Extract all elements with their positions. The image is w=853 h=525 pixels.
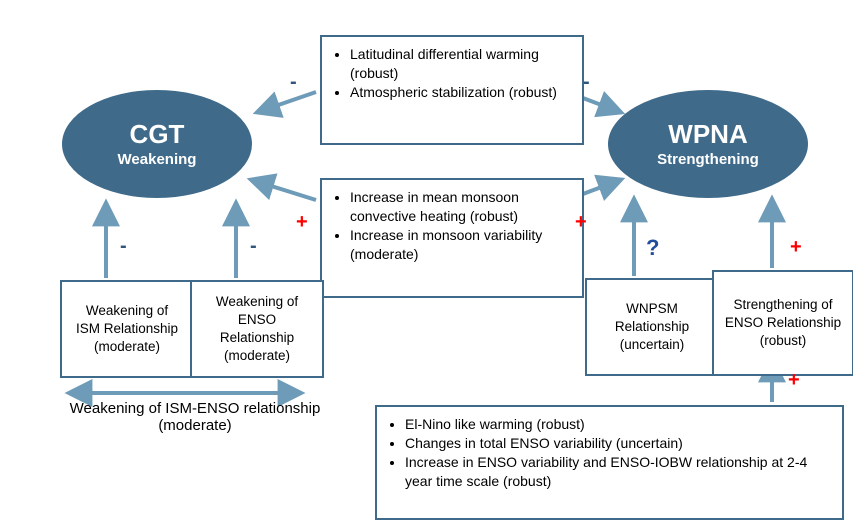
sign-wnpsm-q: ?	[646, 237, 659, 259]
list-item: Latitudinal differential warming (robust…	[350, 45, 572, 83]
box-top-center: Latitudinal differential warming (robust…	[320, 35, 584, 145]
box-mid-center: Increase in mean monsoon convective heat…	[320, 178, 584, 298]
sign-top-right-minus: -	[583, 72, 590, 92]
sign-top-left-minus: -	[290, 72, 297, 92]
sign-mid-right-plus: +	[575, 212, 587, 232]
box-enso-left: Weakening of ENSO Relationship (moderate…	[190, 280, 324, 378]
list-item: Atmospheric stabilization (robust)	[350, 83, 572, 102]
list-item: Increase in monsoon variability (moderat…	[350, 226, 572, 264]
list-item: Changes in total ENSO variability (uncer…	[405, 434, 832, 453]
sign-enso-right-plus: +	[790, 237, 802, 257]
box-wnpsm: WNPSM Relationship (uncertain)	[585, 278, 719, 376]
box-enso-left-text: Weakening of ENSO Relationship (moderate…	[202, 293, 312, 366]
box-ism-text: Weakening of ISM Relationship (moderate)	[72, 302, 182, 357]
list-item: Increase in ENSO variability and ENSO-IO…	[405, 453, 832, 491]
sign-bottom-plus: +	[788, 370, 800, 390]
label-ism-enso: Weakening of ISM-ENSO relationship (mode…	[35, 400, 355, 434]
list-item: El-Nino like warming (robust)	[405, 415, 832, 434]
box-ism: Weakening of ISM Relationship (moderate)	[60, 280, 194, 378]
sign-ism-minus: -	[120, 236, 127, 256]
node-cgt-title: CGT	[130, 119, 185, 150]
box-enso-right: Strengthening of ENSO Relationship (robu…	[712, 270, 853, 376]
box-wnpsm-text: WNPSM Relationship (uncertain)	[597, 300, 707, 355]
node-wpna-sub: Strengthening	[657, 151, 759, 169]
node-wpna: WPNA Strengthening	[608, 90, 808, 198]
diagram-stage: CGT Weakening WPNA Strengthening Latitud…	[0, 0, 853, 525]
list-item: Increase in mean monsoon convective heat…	[350, 188, 572, 226]
node-wpna-title: WPNA	[668, 119, 747, 150]
sign-enso-left-minus: -	[250, 236, 257, 256]
sign-mid-left-plus: +	[296, 212, 308, 232]
node-cgt-sub: Weakening	[118, 151, 197, 169]
node-cgt: CGT Weakening	[62, 90, 252, 198]
box-bottom: El-Nino like warming (robust)Changes in …	[375, 405, 844, 520]
box-enso-right-text: Strengthening of ENSO Relationship (robu…	[724, 296, 842, 351]
